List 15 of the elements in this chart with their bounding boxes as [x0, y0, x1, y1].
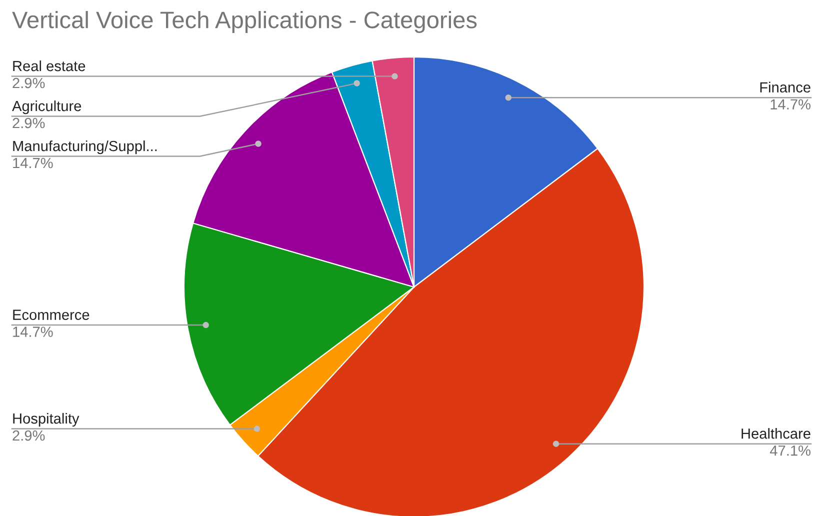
data-label: 14.7%	[13, 158, 53, 168]
slice-label: Hospitality	[13, 412, 80, 427]
data-label: 2.9%	[12, 430, 45, 441]
data-label: 14.7%	[13, 326, 53, 337]
slice-label: Manufacturing/Suppl...	[13, 140, 157, 154]
data-label: 14.7%	[770, 99, 810, 110]
data-label: 47.1%	[770, 446, 810, 456]
slice-label: Finance	[760, 82, 810, 93]
data-label: 2.9%	[12, 78, 45, 88]
slice-label: Healthcare	[742, 428, 810, 439]
data-label: 2.9%	[12, 118, 45, 128]
slice-label: Real estate	[13, 60, 86, 72]
slice-label: Ecommerce	[13, 310, 90, 320]
chart-title: Vertical Voice Tech Applications - Categories	[12, 10, 477, 34]
slice-label: Agriculture	[12, 100, 82, 114]
